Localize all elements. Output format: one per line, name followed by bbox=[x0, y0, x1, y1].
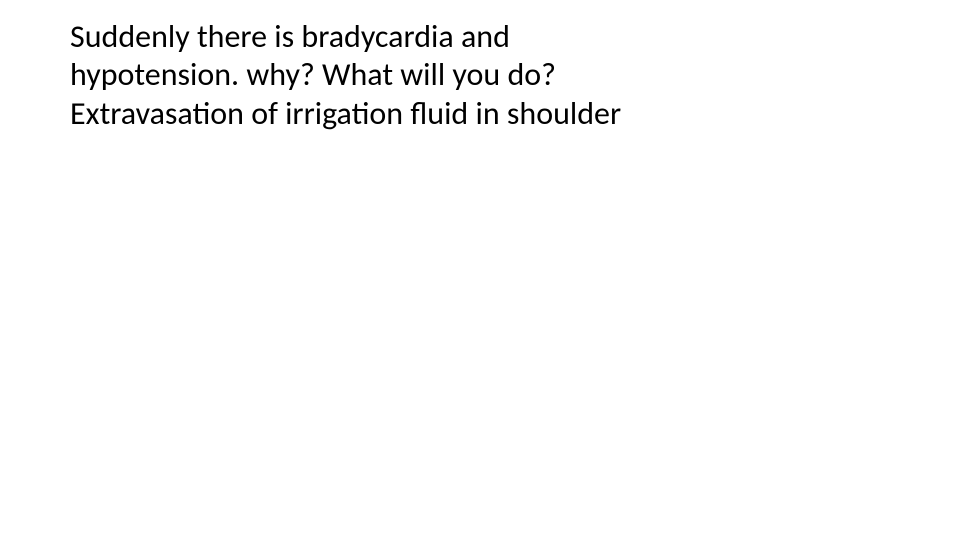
slide-title: Suddenly there is bradycardia and hypote… bbox=[70, 18, 890, 133]
slide: Suddenly there is bradycardia and hypote… bbox=[0, 0, 960, 540]
title-line-1: Suddenly there is bradycardia and bbox=[70, 18, 890, 56]
title-line-3: Extravasation of irrigation fluid in sho… bbox=[70, 95, 890, 133]
title-line-2: hypotension. why? What will you do? bbox=[70, 56, 890, 94]
